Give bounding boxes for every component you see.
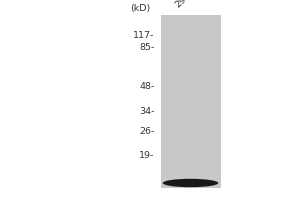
Text: (kD): (kD) — [130, 4, 150, 14]
Text: 26-: 26- — [139, 127, 154, 136]
Ellipse shape — [163, 179, 218, 187]
Text: 48-: 48- — [139, 82, 154, 90]
Text: 19-: 19- — [139, 152, 154, 160]
Text: 293: 293 — [174, 0, 193, 9]
Text: 85-: 85- — [139, 44, 154, 52]
Text: 117-: 117- — [133, 31, 154, 40]
Text: 34-: 34- — [139, 106, 154, 116]
Bar — [160, 15, 220, 188]
